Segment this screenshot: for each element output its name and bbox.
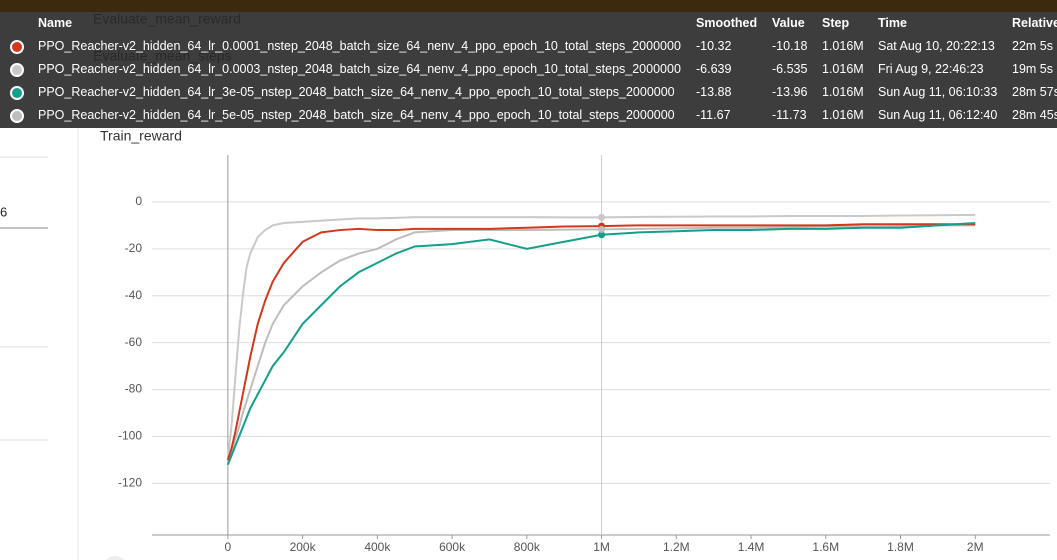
column-header: Step <box>822 16 850 30</box>
panel-value: 6 <box>0 204 7 219</box>
hover-point <box>598 225 606 233</box>
tooltip-cell: -11.73 <box>772 108 807 122</box>
x-tick-label: 1.2M <box>663 540 690 554</box>
y-tick-label: -80 <box>125 382 143 396</box>
series-name: PPO_Reacher-v2_hidden_64_lr_5e-05_nstep_… <box>38 108 675 122</box>
tooltip-cell: -13.96 <box>772 85 808 99</box>
x-tick-label: 0 <box>225 540 232 554</box>
column-header: Value <box>772 16 805 30</box>
tooltip-cell: -10.32 <box>696 39 732 53</box>
tooltip-cell: Sat Aug 10, 20:22:13 <box>878 39 995 53</box>
column-header: Relative <box>1012 16 1057 30</box>
tooltip-cell: Sun Aug 11, 06:12:40 <box>878 108 998 122</box>
tooltip-cell: 28m 57s <box>1012 85 1057 99</box>
x-tick-label: 1.4M <box>738 540 765 554</box>
tooltip-cell: -10.18 <box>772 39 808 53</box>
series-name: PPO_Reacher-v2_hidden_64_lr_3e-05_nstep_… <box>38 85 675 99</box>
tooltip-cell: 22m 5s <box>1012 39 1053 53</box>
tooltip-cell: -6.639 <box>696 62 732 76</box>
hover-point <box>598 231 606 239</box>
tooltip-cell: -6.535 <box>772 62 808 76</box>
series-name: PPO_Reacher-v2_hidden_64_lr_0.0001_nstep… <box>38 39 681 53</box>
series-swatch <box>10 40 24 54</box>
tooltip-cell: 1.016M <box>822 85 864 99</box>
column-header: Time <box>878 16 907 30</box>
x-tick-label: 2M <box>967 540 984 554</box>
tooltip-cell: Sun Aug 11, 06:10:33 <box>878 85 998 99</box>
series-swatch <box>10 63 24 77</box>
x-tick-label: 1M <box>593 540 610 554</box>
x-tick-label: 1.6M <box>812 540 839 554</box>
series-line <box>226 224 976 461</box>
series-line <box>226 222 976 466</box>
series-swatch <box>10 86 24 100</box>
y-tick-label: -120 <box>118 476 142 490</box>
x-tick-label: 800k <box>514 540 541 554</box>
y-tick-label: 0 <box>135 194 142 208</box>
chart-title: Train_reward <box>100 128 182 144</box>
tooltip-cell: -13.88 <box>696 85 732 99</box>
tooltip-cell: Fri Aug 9, 22:46:23 <box>878 62 984 76</box>
tooltip-cell: 1.016M <box>822 62 864 76</box>
y-tick-label: -60 <box>125 335 143 349</box>
tooltip-cell: -11.67 <box>696 108 731 122</box>
y-tick-label: -40 <box>125 288 143 302</box>
column-header: Smoothed <box>696 16 758 30</box>
series-line <box>226 213 976 461</box>
series-name: PPO_Reacher-v2_hidden_64_lr_0.0003_nstep… <box>38 62 681 76</box>
x-tick-label: 400k <box>364 540 391 554</box>
button[interactable] <box>103 556 127 560</box>
top-bar <box>0 0 1057 12</box>
column-header: Name <box>38 16 73 30</box>
tooltip-cell: 28m 45s <box>1012 108 1057 122</box>
x-tick-label: 600k <box>439 540 466 554</box>
tooltip-cell: 1.016M <box>822 39 864 53</box>
series-swatch <box>10 109 24 123</box>
y-tick-label: -20 <box>125 241 143 255</box>
tooltip: Name Smoothed Value Step Time Relative PPO_Rea… <box>0 12 1057 128</box>
y-tick-label: -100 <box>118 429 142 443</box>
tooltip-cell: 19m 5s <box>1012 62 1053 76</box>
tooltip-cell: 1.016M <box>822 108 864 122</box>
series-line <box>226 223 976 461</box>
hover-point <box>598 213 606 221</box>
x-tick-label: 1.8M <box>887 540 914 554</box>
x-tick-label: 200k <box>290 540 317 554</box>
